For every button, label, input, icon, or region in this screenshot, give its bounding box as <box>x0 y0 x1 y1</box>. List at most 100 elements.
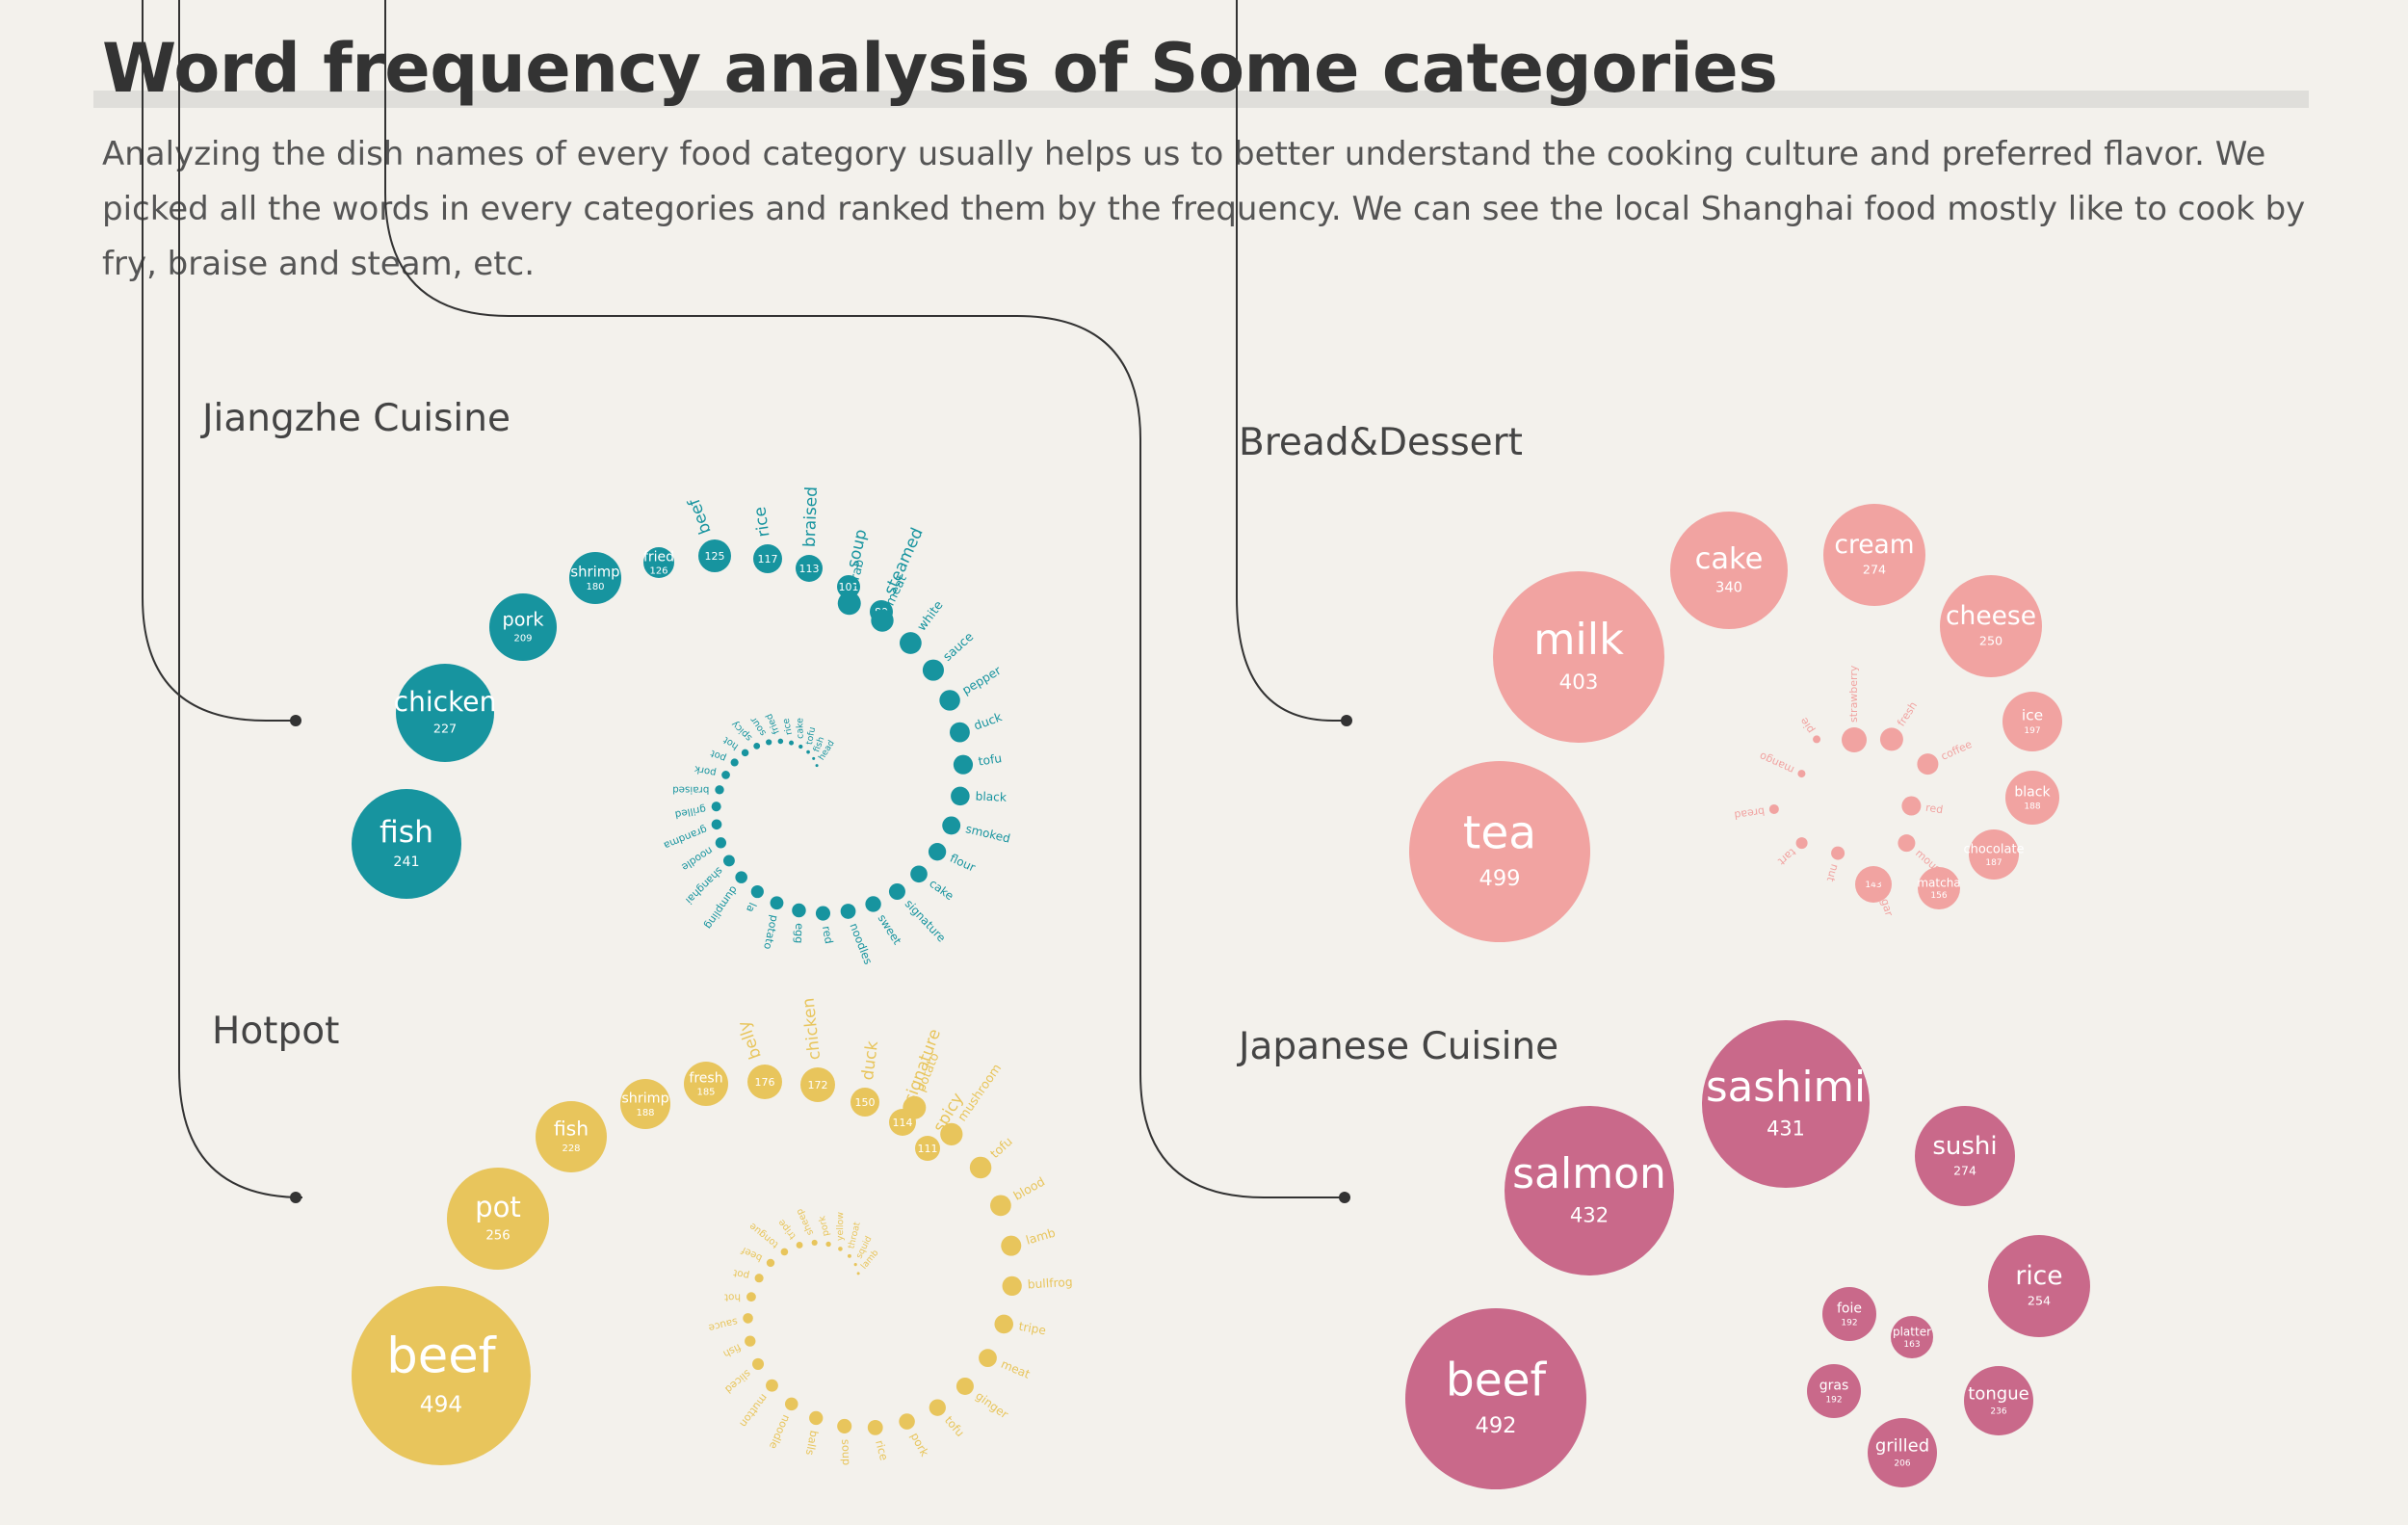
bubble-word: fresh <box>689 1071 722 1087</box>
spiral-word-jiangzhe-cuisine: black <box>951 786 1007 806</box>
bubble-count: 192 <box>1825 1395 1842 1405</box>
spiral-dot <box>847 1253 851 1258</box>
bubble-japanese-cuisine-salmon: salmon 432 <box>1505 1106 1674 1275</box>
spiral-label: smoked <box>964 822 1011 845</box>
spiral-word-hotpot: tripe <box>994 1314 1047 1337</box>
bubble-count: 236 <box>1990 1407 2006 1417</box>
bubble-word: shrimp <box>621 1091 668 1107</box>
spiral-dot <box>815 906 831 921</box>
bubble-circle <box>800 1067 835 1102</box>
spiral-word-hotpot: sauce <box>707 1313 753 1333</box>
bubble-bread-dessert-tea: tea 499 <box>1409 761 1590 942</box>
bubble-count: 185 <box>696 1088 715 1098</box>
spiral-label: hot <box>721 734 741 751</box>
connector-dot <box>1341 715 1352 726</box>
spiral-label: noodle <box>767 1413 793 1452</box>
spiral-label: sliced <box>722 1367 753 1396</box>
spiral-dot <box>730 758 739 767</box>
spiral-dot <box>928 843 947 861</box>
bubble-word: pork <box>502 609 544 631</box>
spiral-dot <box>811 1239 818 1247</box>
spiral-label: balls <box>803 1430 821 1457</box>
bubble-japanese-cuisine-grilled: grilled 206 <box>1868 1418 1937 1487</box>
spiral-dot <box>812 756 816 760</box>
spiral-dot <box>990 1195 1011 1217</box>
cluster-word-bread-dessert: nut <box>1824 846 1845 883</box>
bubble-jiangzhe-cuisine-117: 117 rice <box>750 506 782 573</box>
spiral-label: white <box>915 598 947 634</box>
bubble-japanese-cuisine-sushi: sushi 274 <box>1915 1106 2015 1206</box>
spiral-label: signature <box>903 897 949 945</box>
bubble-word: foie <box>1837 1302 1862 1317</box>
bubble-hotpot-176: 176 belly <box>734 1018 782 1099</box>
spiral-dot <box>888 883 905 901</box>
spiral-word-jiangzhe-cuisine: red <box>815 906 836 945</box>
bubble-circle <box>620 1079 670 1129</box>
spiral-dot <box>715 785 724 795</box>
bubble-circle <box>1964 1366 2033 1435</box>
cluster-word-bread-dessert: bread <box>1734 803 1779 822</box>
spiral-label: pepper <box>959 663 1004 697</box>
bubble-bread-dessert-milk: milk 403 <box>1493 571 1664 743</box>
spiral-dot <box>750 884 764 899</box>
spiral-word-jiangzhe-cuisine: fried <box>764 712 784 745</box>
spiral-word-hotpot: bullfrog <box>1002 1275 1073 1297</box>
bubble-circle <box>489 593 557 661</box>
bubble-jiangzhe-cuisine-113: 113 braised <box>796 486 823 582</box>
bubble-count: 176 <box>755 1076 775 1089</box>
bubble-circle <box>837 575 860 598</box>
bubble-circle <box>643 547 674 578</box>
spiral-label: tripe <box>776 1217 798 1241</box>
spiral-label: sweet <box>876 911 904 947</box>
spiral-dot <box>745 1335 756 1347</box>
bubble-word: cream <box>1834 530 1914 560</box>
cluster-word-bread-dessert: red <box>1901 796 1944 816</box>
bubble-count: 163 <box>1903 1340 1920 1350</box>
spiral-label: bullfrog <box>1027 1275 1073 1292</box>
spiral-dot <box>711 819 722 830</box>
spiral-word-jiangzhe-cuisine: flour <box>928 843 978 875</box>
connector-line <box>384 0 1345 1198</box>
bubble-circle <box>796 555 823 582</box>
spiral-dot <box>900 632 922 654</box>
spiral-label: meat <box>999 1357 1032 1381</box>
bubble-count: 188 <box>636 1108 654 1118</box>
spiral-dot <box>853 1263 857 1267</box>
bubble-count: 241 <box>393 855 419 870</box>
bubble-circle <box>915 1136 940 1161</box>
cluster-label: pie <box>1797 715 1817 735</box>
connector-line <box>178 0 303 1198</box>
bubble-count: 172 <box>808 1079 828 1091</box>
bubble-jiangzhe-cuisine-chicken: chicken 227 <box>394 664 496 762</box>
spiral-word-hotpot: tofu <box>969 1134 1015 1179</box>
spiral-dot <box>837 1418 852 1433</box>
bubble-count: 101 <box>839 581 859 593</box>
spiral-word-jiangzhe-cuisine: noodles <box>840 904 876 966</box>
bubble-circle <box>1915 1106 2015 1206</box>
cluster-label: tart <box>1775 846 1798 868</box>
panel-title-jiangzhe: Jiangzhe Cuisine <box>202 397 510 440</box>
spiral-dot <box>840 904 856 919</box>
spiral-word-hotpot: pork <box>899 1413 931 1459</box>
cluster-dot <box>1813 735 1821 744</box>
spiral-dot <box>766 739 772 746</box>
cluster-word-bread-dessert: tart <box>1775 837 1808 868</box>
bubble-count: 197 <box>2024 726 2040 736</box>
bubble-circle <box>1868 1418 1937 1487</box>
bubble-count: 274 <box>1863 563 1886 577</box>
cluster-dot <box>1795 837 1808 850</box>
bubble-word: fish <box>380 815 433 850</box>
spiral-dot <box>792 903 806 918</box>
bubble-count: 114 <box>893 1117 913 1129</box>
bubble-circle <box>1409 761 1590 942</box>
bubble-word: grilled <box>1875 1436 1929 1457</box>
spiral-dot <box>796 1242 803 1249</box>
spiral-dot <box>722 855 735 867</box>
cluster-label: bread <box>1734 804 1766 821</box>
spiral-dot <box>1001 1235 1022 1256</box>
cluster-label: red <box>1924 802 1944 816</box>
bubble-japanese-cuisine-tongue: tongue 236 <box>1964 1366 2033 1435</box>
